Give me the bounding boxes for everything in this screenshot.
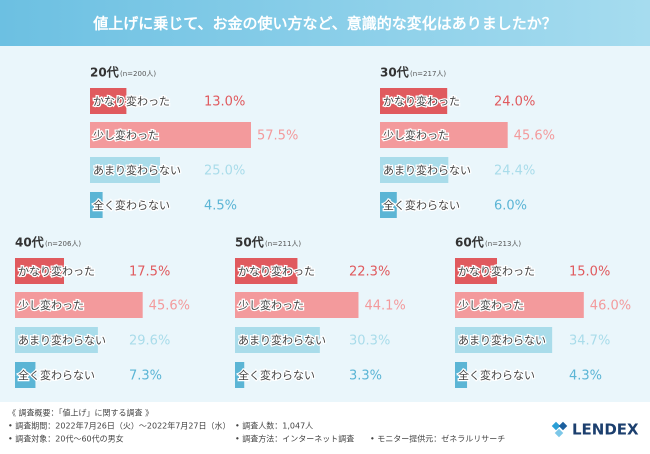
category-label: かなり変わった <box>93 94 170 108</box>
category-label: 全く変わらない <box>458 368 535 382</box>
category-label: 少し変わった <box>238 298 304 312</box>
category-label: 少し変わった <box>93 128 159 142</box>
footer-item: • モニター提供元：ゼネラルリサーチ <box>370 434 505 444</box>
footer-item: • 調査人数：1,047人 <box>235 421 313 431</box>
value-label: 6.0% <box>494 199 527 214</box>
bar <box>235 362 245 388</box>
bar <box>235 327 320 353</box>
value-label: 29.6% <box>129 334 170 349</box>
category-label: 全く変わらない <box>18 368 95 382</box>
value-label: 13.0% <box>204 95 245 110</box>
bar <box>455 292 584 318</box>
panel-subtitle: (n=213人) <box>485 240 521 248</box>
logo-icon <box>551 421 568 438</box>
bar <box>235 292 359 318</box>
bar <box>90 122 251 148</box>
category-label: あまり変わらない <box>383 163 471 177</box>
logo: LENDEX <box>572 421 639 439</box>
footer-item: • 調査方法：インターネット調査 <box>235 434 354 444</box>
category-label: かなり変わった <box>383 94 460 108</box>
panel-subtitle: (n=206人) <box>45 240 81 248</box>
category-label: 全く変わらない <box>383 198 460 212</box>
value-label: 46.0% <box>590 299 631 314</box>
category-label: かなり変わった <box>238 264 315 278</box>
panel-title: 60代 <box>455 235 484 250</box>
value-label: 30.3% <box>349 334 390 349</box>
value-label: 25.0% <box>204 164 245 179</box>
bar <box>15 362 36 388</box>
bar <box>380 88 448 114</box>
category-label: あまり変わらない <box>93 163 181 177</box>
bar <box>455 327 553 353</box>
category-label: 少し変わった <box>458 298 524 312</box>
panel-title: 20代 <box>90 65 119 80</box>
footer-item: • 調査対象：20代～60代の男女 <box>8 434 124 444</box>
bar <box>380 192 397 218</box>
value-label: 24.0% <box>494 95 535 110</box>
value-label: 4.3% <box>569 369 602 384</box>
category-label: 全く変わらない <box>93 198 170 212</box>
panel-subtitle: (n=200人) <box>120 70 156 78</box>
value-label: 7.3% <box>129 369 162 384</box>
bar <box>15 258 64 284</box>
bar <box>15 292 143 318</box>
value-label: 34.7% <box>569 334 610 349</box>
header <box>0 0 650 46</box>
panel-subtitle: (n=217人) <box>410 70 446 78</box>
footer-item: • 調査期間：2022年7月26日（火）～2022年7月27日（水） <box>8 421 231 431</box>
category-label: あまり変わらない <box>458 333 546 347</box>
value-label: 22.3% <box>349 265 390 280</box>
category-label: あまり変わらない <box>18 333 106 347</box>
value-label: 3.3% <box>349 369 382 384</box>
value-label: 24.4% <box>494 164 535 179</box>
footer-heading: 《 調査概要：「値上げ」に関する調査 》 <box>8 408 153 418</box>
category-label: 少し変わった <box>383 128 449 142</box>
category-label: 少し変わった <box>18 298 84 312</box>
value-label: 45.6% <box>514 129 555 144</box>
category-label: 全く変わらない <box>238 368 315 382</box>
value-label: 15.0% <box>569 265 610 280</box>
category-label: かなり変わった <box>18 264 95 278</box>
bar <box>15 327 98 353</box>
category-label: あまり変わらない <box>238 333 326 347</box>
value-label: 45.6% <box>149 299 190 314</box>
panel-title: 40代 <box>15 235 44 250</box>
category-label: かなり変わった <box>458 264 535 278</box>
panel-title: 30代 <box>380 65 409 80</box>
bar <box>380 122 508 148</box>
title: 値上げに乗じて、お金の使い方など、意識的な変化はありましたか？ <box>92 15 557 33</box>
panel-title: 50代 <box>235 235 264 250</box>
panel-subtitle: (n=211人) <box>265 240 301 248</box>
bar <box>90 157 160 183</box>
value-label: 4.5% <box>204 199 237 214</box>
value-label: 57.5% <box>257 129 298 144</box>
bar <box>455 362 468 388</box>
bar <box>455 258 497 284</box>
value-label: 17.5% <box>129 265 170 280</box>
bar <box>380 157 449 183</box>
bar <box>90 192 103 218</box>
bar <box>235 258 298 284</box>
bar <box>90 88 127 114</box>
value-label: 44.1% <box>364 299 405 314</box>
